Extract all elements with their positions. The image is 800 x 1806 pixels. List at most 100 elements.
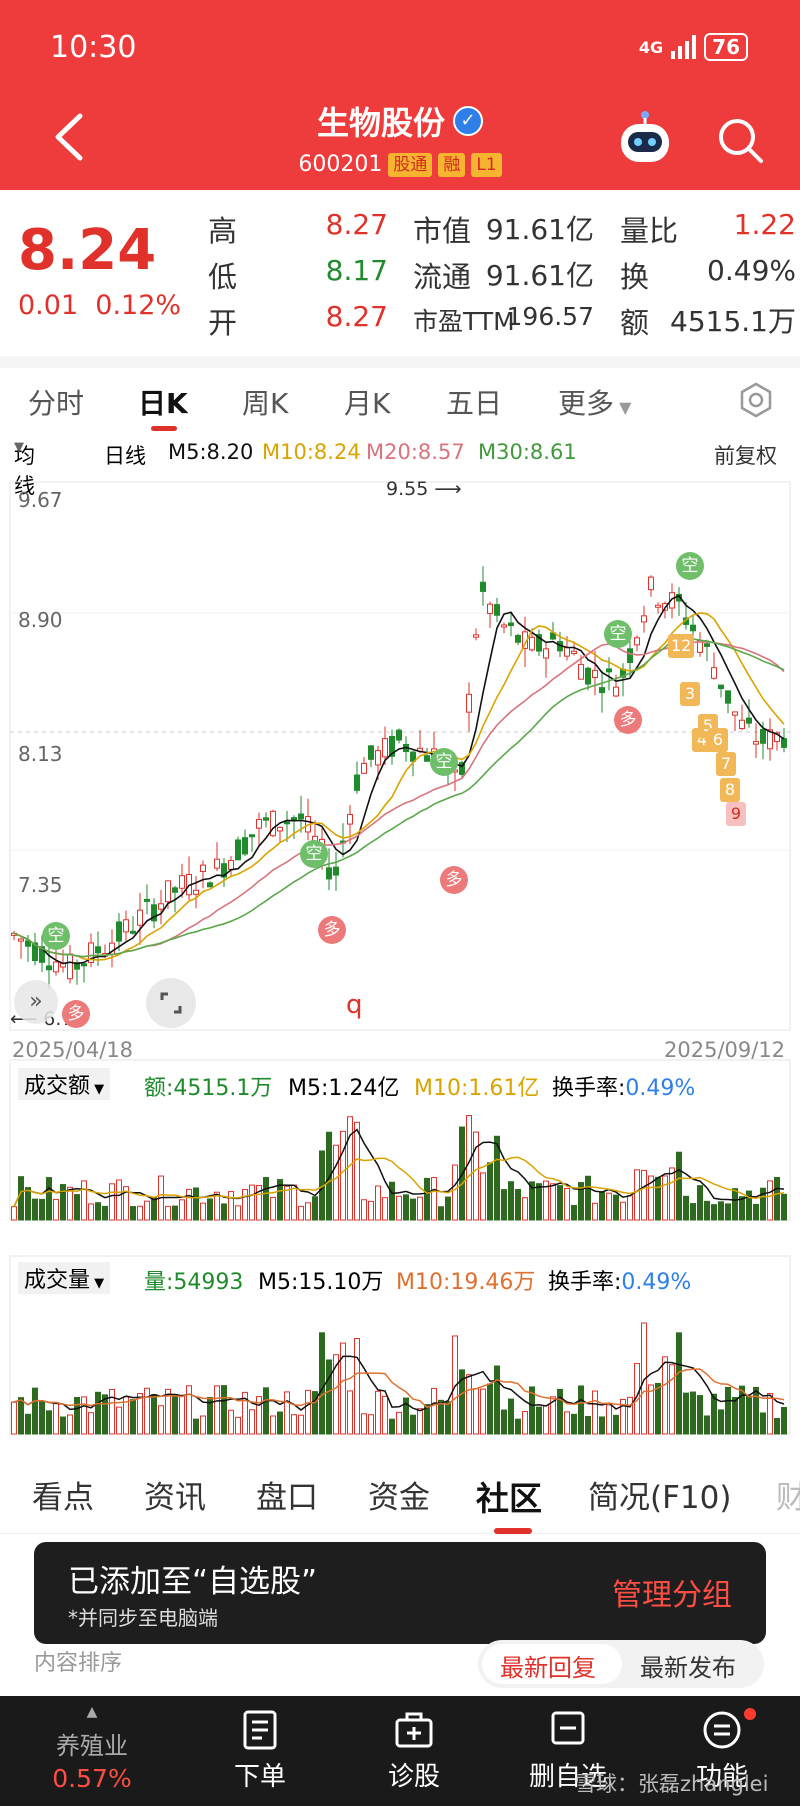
candlestick: [704, 639, 710, 662]
tab-monthly-k[interactable]: 月K: [344, 387, 391, 420]
amount-bar: [11, 1206, 17, 1221]
tab-community[interactable]: 社区: [476, 1479, 542, 1518]
candlestick: [669, 583, 675, 619]
amount-bar: [39, 1198, 45, 1221]
amount-bar: [445, 1196, 451, 1221]
quote-panel: 8.24 0.01 0.12% 高 8.27 低 8.17 开 8.27 市值 …: [0, 190, 800, 350]
low-label: 低: [208, 260, 238, 294]
volume-bar: [354, 1337, 360, 1435]
toast-notification: 已添加至“自选股” *并同步至电脑端 管理分组: [34, 1542, 766, 1644]
volume-bar: [739, 1385, 745, 1435]
volume-bar: [410, 1414, 416, 1435]
settings-icon[interactable]: [738, 382, 774, 418]
candlestick: [354, 761, 360, 794]
robot-assistant-icon[interactable]: [615, 110, 675, 166]
sort-latest-post[interactable]: 最新发布: [640, 1654, 736, 1682]
kline-chart[interactable]: [0, 478, 800, 1448]
volume-bar: [473, 1388, 479, 1435]
tab-finance[interactable]: 财: [776, 1480, 800, 1516]
amount-bar: [60, 1184, 66, 1221]
fullscreen-button[interactable]: [146, 978, 196, 1028]
candlestick: [284, 810, 290, 842]
candlestick: [151, 898, 157, 929]
volume-bar: [718, 1409, 724, 1435]
volume-bar: [242, 1391, 248, 1435]
amount-bar: [102, 1205, 108, 1221]
volume-selector[interactable]: 成交量 ▼: [18, 1262, 111, 1294]
volume-bars: [11, 1322, 787, 1435]
back-arrow-icon[interactable]: [50, 112, 88, 162]
amount-bar: [515, 1189, 521, 1221]
countdown-badge: 6: [708, 728, 728, 752]
volume-bar: [32, 1387, 38, 1435]
amount-bar: [116, 1179, 122, 1221]
amount-bar: [144, 1200, 150, 1221]
tab-orderbook[interactable]: 盘口: [256, 1480, 318, 1516]
tab-weekly-k[interactable]: 周K: [242, 387, 289, 420]
candlestick: [137, 892, 143, 945]
volume-bar: [137, 1393, 143, 1435]
amount-bar: [179, 1199, 185, 1221]
volume-bar: [760, 1412, 766, 1435]
candlestick: [508, 612, 514, 637]
candlestick: [326, 848, 332, 891]
candlestick: [648, 575, 654, 597]
amount-bar: [249, 1184, 255, 1221]
candlestick: [382, 726, 388, 765]
amount-bar: [410, 1198, 416, 1221]
candlestick: [39, 935, 45, 973]
tab-funds[interactable]: 资金: [368, 1480, 430, 1516]
tab-f10[interactable]: 简况(F10): [588, 1480, 732, 1516]
candlestick: [11, 930, 17, 941]
mcap-label: 市值: [413, 214, 472, 248]
network-indicator: 4G: [638, 37, 664, 57]
tab-daily-k[interactable]: 日K: [138, 387, 188, 420]
volume-bar: [711, 1393, 717, 1435]
volume-bar: [753, 1386, 759, 1435]
amount-bar: [88, 1203, 94, 1221]
adjust-mode[interactable]: 前复权: [714, 444, 777, 468]
volume-bar: [557, 1388, 563, 1435]
bearish-signal-badge: 空: [676, 552, 704, 580]
search-icon[interactable]: [716, 116, 764, 164]
amount-selector[interactable]: 成交额 ▼: [18, 1068, 111, 1100]
candlestick: [403, 736, 409, 762]
amount-bar: [403, 1194, 409, 1221]
tab-more[interactable]: 更多 ▼: [558, 387, 632, 420]
amount-turnover: 换手率:0.49%: [552, 1076, 696, 1101]
candlestick: [256, 812, 262, 847]
candlestick: [781, 728, 787, 753]
tab-highlights[interactable]: 看点: [32, 1480, 94, 1516]
manage-groups-button[interactable]: 管理分组: [612, 1578, 732, 1613]
volume-bar: [95, 1391, 101, 1435]
volume-bar: [452, 1335, 458, 1435]
volume-bar: [508, 1398, 514, 1435]
volume-bar: [235, 1416, 241, 1435]
tab-news[interactable]: 资讯: [144, 1480, 206, 1516]
amount-bar: [466, 1115, 472, 1221]
amount-bar: [641, 1169, 647, 1221]
sort-latest-reply[interactable]: 最新回复: [500, 1654, 596, 1682]
volume-bar: [11, 1401, 17, 1435]
candlestick: [144, 884, 150, 915]
tab-five-day[interactable]: 五日: [446, 387, 503, 420]
sort-label: 内容排序: [34, 1651, 123, 1676]
ma-line-20: [13, 640, 785, 958]
ma-period: 日线: [104, 444, 146, 468]
start-date: 2025/04/18: [12, 1038, 134, 1062]
ma10-value: M10:8.24: [262, 440, 361, 464]
tab-intraday[interactable]: 分时: [28, 387, 85, 420]
candlestick: [81, 962, 87, 983]
amount-m5: M5:1.24亿: [288, 1076, 400, 1101]
amount-bar: [389, 1181, 395, 1221]
open-label: 开: [208, 306, 238, 340]
volume-bar: [767, 1392, 773, 1435]
amount-bar: [571, 1204, 577, 1221]
candlestick: [46, 946, 52, 990]
scroll-back-button[interactable]: »: [14, 980, 58, 1024]
volume-bar: [368, 1414, 374, 1435]
amount-bar: [620, 1201, 626, 1221]
candlestick: [88, 933, 94, 968]
volume-bar: [109, 1388, 115, 1435]
volume-legend: 成交量 ▼ 量:54993 M5:15.10万 M10:19.46万 换手率:0…: [0, 1258, 800, 1295]
